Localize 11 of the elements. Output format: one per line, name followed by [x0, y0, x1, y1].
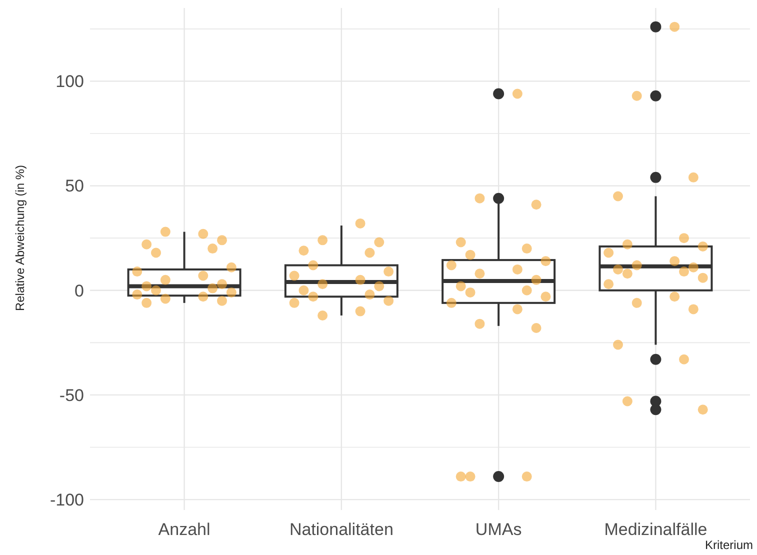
y-tick-label: -50: [59, 386, 84, 405]
x-tick-label: Nationalitäten: [289, 520, 394, 539]
x-tick-label: Medizinalfälle: [604, 520, 708, 539]
y-tick-label: -100: [50, 490, 84, 510]
y-tick-label: 50: [65, 176, 84, 196]
x-tick-label: UMAs: [475, 520, 522, 539]
x-axis-title: Kriterium: [704, 538, 753, 552]
x-tick-label: Anzahl: [158, 520, 210, 539]
y-tick-label: 100: [56, 72, 84, 92]
y-tick-label: 0: [74, 281, 84, 300]
y-axis-title: Relative Abweichung (in %): [13, 164, 27, 312]
